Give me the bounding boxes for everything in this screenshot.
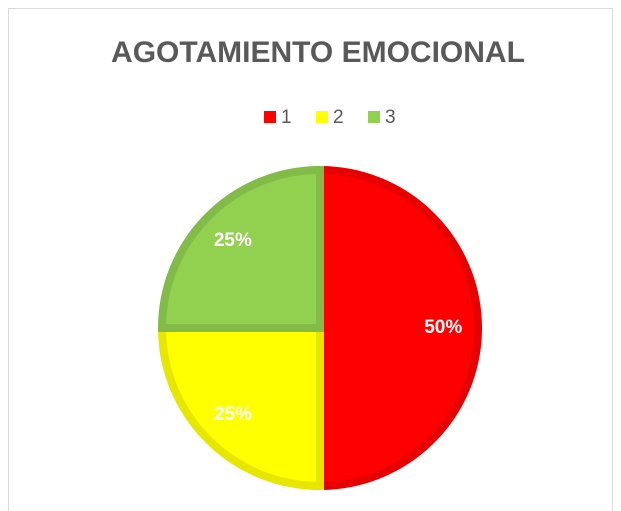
value-label: 25% (214, 230, 252, 251)
legend-swatch (368, 111, 380, 123)
value-label: 25% (214, 404, 252, 425)
pie-slice (157, 165, 324, 332)
legend-label: 1 (281, 107, 292, 128)
chart-title: AGOTAMIENTO EMOCIONAL (111, 36, 525, 69)
legend-label: 3 (385, 107, 396, 128)
legend-swatch (264, 111, 276, 123)
legend: 1 2 3 (264, 107, 396, 128)
legend-label: 2 (333, 107, 344, 128)
legend-swatch (316, 111, 328, 123)
pie: 50% 25% 25% (157, 165, 482, 491)
pie-slice (316, 165, 482, 491)
pie-slice (157, 324, 324, 491)
value-label: 50% (424, 317, 462, 338)
